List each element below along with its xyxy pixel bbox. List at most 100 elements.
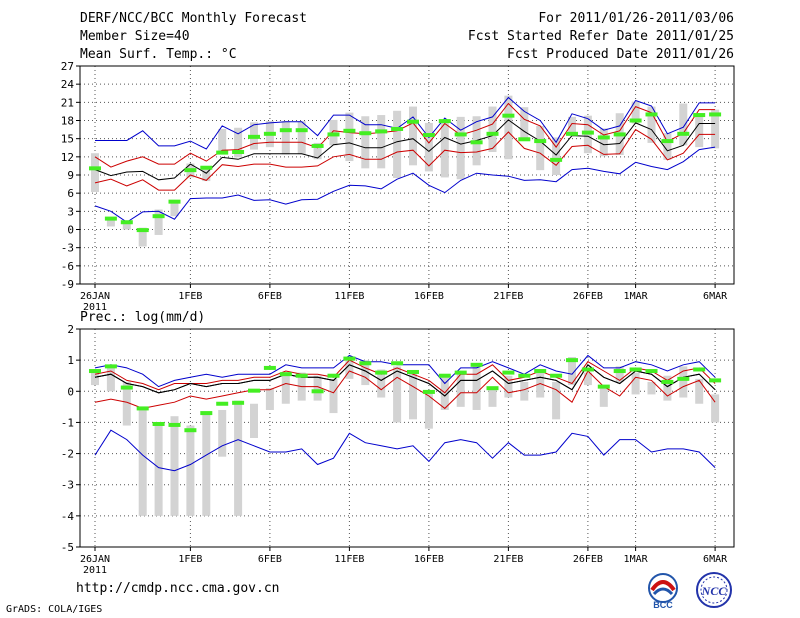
temp-obs-marker: [104, 216, 117, 221]
temp-obs-marker: [216, 150, 229, 155]
temp-range-bar: [154, 209, 163, 235]
prec-obs-marker: [168, 422, 181, 427]
prec-xtick-label: 16FEB: [414, 554, 444, 565]
temp-range-bar: [711, 109, 720, 149]
prec-obs-marker: [248, 388, 260, 393]
temp-obs-marker: [168, 199, 181, 204]
prec-obs-marker: [502, 370, 515, 375]
temp-range-bar: [440, 119, 449, 178]
prec-range-bar: [583, 372, 592, 386]
source-url[interactable]: http://cmdp.ncc.cma.gov.cn: [76, 581, 280, 596]
temp-obs-marker: [295, 128, 308, 133]
temp-xtick-label: 6FEB: [258, 291, 282, 302]
prec-range-bar: [281, 372, 290, 404]
temp-ytick-label: -3: [61, 242, 74, 255]
prec-obs-marker: [486, 386, 499, 391]
prec-xtick-label: 1MAR: [624, 554, 649, 565]
prec-ytick-label: 1: [67, 354, 74, 367]
temp-obs-marker: [232, 149, 245, 154]
temp-range-bar: [393, 110, 402, 179]
temp-xtick-label: 1MAR: [624, 291, 649, 302]
temp-obs-marker: [248, 134, 260, 139]
prec-obs-marker: [232, 400, 245, 405]
prec-obs-marker: [566, 358, 578, 363]
prec-range-bar: [361, 360, 370, 386]
prec-range-bar: [520, 381, 529, 401]
prec-range-bar: [456, 372, 465, 407]
prec-obs-marker: [359, 361, 372, 366]
prec-obs-marker: [597, 384, 610, 389]
prec-xtick-label: 1FEB: [178, 554, 202, 565]
prec-xtick-label: 21FEB: [493, 554, 523, 565]
temp-range-bar: [202, 168, 211, 182]
prec-series-median: [94, 364, 716, 397]
prec-obs-marker: [613, 369, 626, 374]
temp-obs-marker: [661, 139, 674, 144]
temp-ytick-label: 15: [61, 133, 74, 146]
prec-range-bar: [472, 363, 481, 410]
temp-obs-marker: [486, 131, 499, 136]
temp-range-bar: [361, 116, 370, 169]
prec-range-bar: [138, 406, 147, 516]
prec-obs-marker: [343, 356, 356, 361]
prec-obs-marker: [89, 369, 101, 374]
temp-range-bar: [552, 137, 561, 175]
temp-series-min: [94, 146, 716, 223]
temp-range-bar: [424, 122, 433, 172]
ncc-logo: NCC: [696, 572, 732, 608]
temp-range-bar: [106, 218, 115, 227]
temp-obs-marker: [279, 128, 292, 133]
variable-label: Mean Surf. Temp.: °C: [80, 47, 237, 62]
temp-xtick-label: 1FEB: [178, 291, 202, 302]
temp-series-lower: [94, 128, 716, 191]
temp-xtick-label: 11FEB: [334, 291, 364, 302]
forecast-period: For 2011/01/26-2011/03/06: [538, 11, 734, 26]
forecast-start-date: Fcst Started Refer Date 2011/01/25: [467, 29, 734, 44]
temp-obs-marker: [152, 214, 165, 219]
prec-obs-marker: [391, 361, 404, 366]
temp-obs-marker: [709, 112, 722, 117]
ncc-logo-globe: [700, 576, 728, 604]
prec-ytick-label: -1: [61, 416, 74, 429]
prec-obs-marker: [263, 365, 276, 370]
temp-xtick-year: 2011: [83, 302, 107, 313]
temp-obs-marker: [534, 139, 547, 144]
temp-ytick-label: 18: [61, 115, 74, 128]
prec-obs-marker: [216, 401, 229, 406]
temp-range-bar: [663, 133, 672, 160]
temp-ytick-label: -9: [61, 278, 74, 291]
prec-xtick-label: 26FEB: [573, 554, 603, 565]
prec-obs-marker: [454, 370, 467, 375]
temp-ytick-label: 0: [67, 224, 74, 237]
prec-panel-title: Prec.: log(mm/d): [80, 310, 205, 325]
prec-range-bar: [377, 369, 386, 398]
prec-range-bar: [345, 357, 354, 379]
prec-obs-marker: [550, 373, 563, 378]
prec-obs-marker: [279, 372, 292, 377]
prec-obs-marker: [581, 367, 594, 372]
temp-obs-marker: [263, 131, 276, 136]
prec-range-bar: [393, 366, 402, 423]
prec-xtick-label: 6MAR: [703, 554, 728, 565]
temp-obs-marker: [422, 133, 435, 138]
temp-range-bar: [170, 200, 179, 217]
temp-range-bar: [345, 112, 354, 162]
temp-range-bar: [91, 153, 99, 192]
temp-ytick-label: 6: [67, 187, 74, 200]
temp-obs-marker: [120, 220, 133, 225]
ncc-logo-text: NCC: [701, 584, 728, 598]
prec-range-bar: [106, 366, 115, 392]
temp-range-bar: [504, 95, 513, 160]
prec-obs-marker: [422, 389, 435, 394]
temp-obs-marker: [438, 119, 451, 124]
forecast-produced-date: Fcst Produced Date 2011/01/26: [507, 47, 734, 62]
prec-range-bar: [504, 375, 513, 398]
temp-range-bar: [297, 121, 306, 155]
member-size: Member Size=40: [80, 29, 190, 44]
temp-obs-marker: [375, 129, 388, 134]
bcc-logo-wave: [652, 587, 674, 596]
temp-range-bar: [409, 106, 417, 166]
prec-range-bar: [409, 372, 417, 420]
temp-series-mean: [94, 119, 716, 181]
